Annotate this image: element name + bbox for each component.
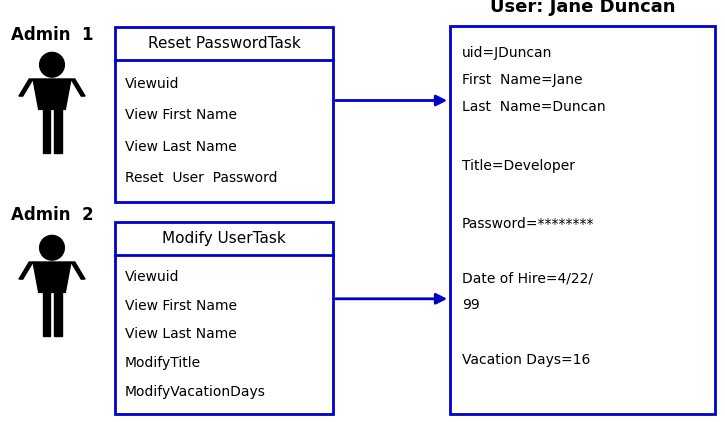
FancyBboxPatch shape (115, 27, 333, 202)
Text: View First Name: View First Name (125, 108, 237, 122)
Polygon shape (33, 79, 71, 109)
Text: Password=********: Password=******** (462, 217, 594, 231)
Text: Modify UserTask: Modify UserTask (162, 231, 286, 246)
Polygon shape (71, 79, 85, 96)
Polygon shape (19, 79, 33, 96)
Text: Last  Name=Duncan: Last Name=Duncan (462, 100, 605, 114)
Text: Viewuid: Viewuid (125, 270, 180, 284)
Text: 99: 99 (462, 298, 480, 312)
Text: Title=Developer: Title=Developer (462, 159, 575, 173)
FancyBboxPatch shape (450, 26, 715, 414)
Polygon shape (71, 262, 85, 279)
FancyBboxPatch shape (115, 222, 333, 414)
Circle shape (40, 235, 65, 260)
Text: Viewuid: Viewuid (125, 77, 180, 91)
Polygon shape (33, 262, 71, 292)
Polygon shape (54, 292, 62, 336)
Text: View Last Name: View Last Name (125, 327, 237, 341)
Circle shape (40, 52, 65, 77)
Polygon shape (43, 292, 49, 336)
Text: uid=JDuncan: uid=JDuncan (462, 46, 552, 60)
Text: View Last Name: View Last Name (125, 140, 237, 154)
Text: Vacation Days=16: Vacation Days=16 (462, 353, 590, 367)
Text: Date of Hire=4/22/: Date of Hire=4/22/ (462, 271, 593, 285)
Text: Admin  2: Admin 2 (11, 206, 94, 224)
Text: ModifyVacationDays: ModifyVacationDays (125, 385, 266, 399)
Text: Reset PasswordTask: Reset PasswordTask (148, 36, 300, 51)
Polygon shape (43, 109, 49, 153)
Polygon shape (19, 262, 33, 279)
Text: View First Name: View First Name (125, 299, 237, 313)
Text: ModifyTitle: ModifyTitle (125, 357, 201, 371)
Text: User: Jane Duncan: User: Jane Duncan (490, 0, 675, 16)
Text: Reset  User  Password: Reset User Password (125, 171, 278, 185)
Text: First  Name=Jane: First Name=Jane (462, 73, 582, 87)
Text: Admin  1: Admin 1 (11, 26, 94, 44)
Polygon shape (54, 109, 62, 153)
